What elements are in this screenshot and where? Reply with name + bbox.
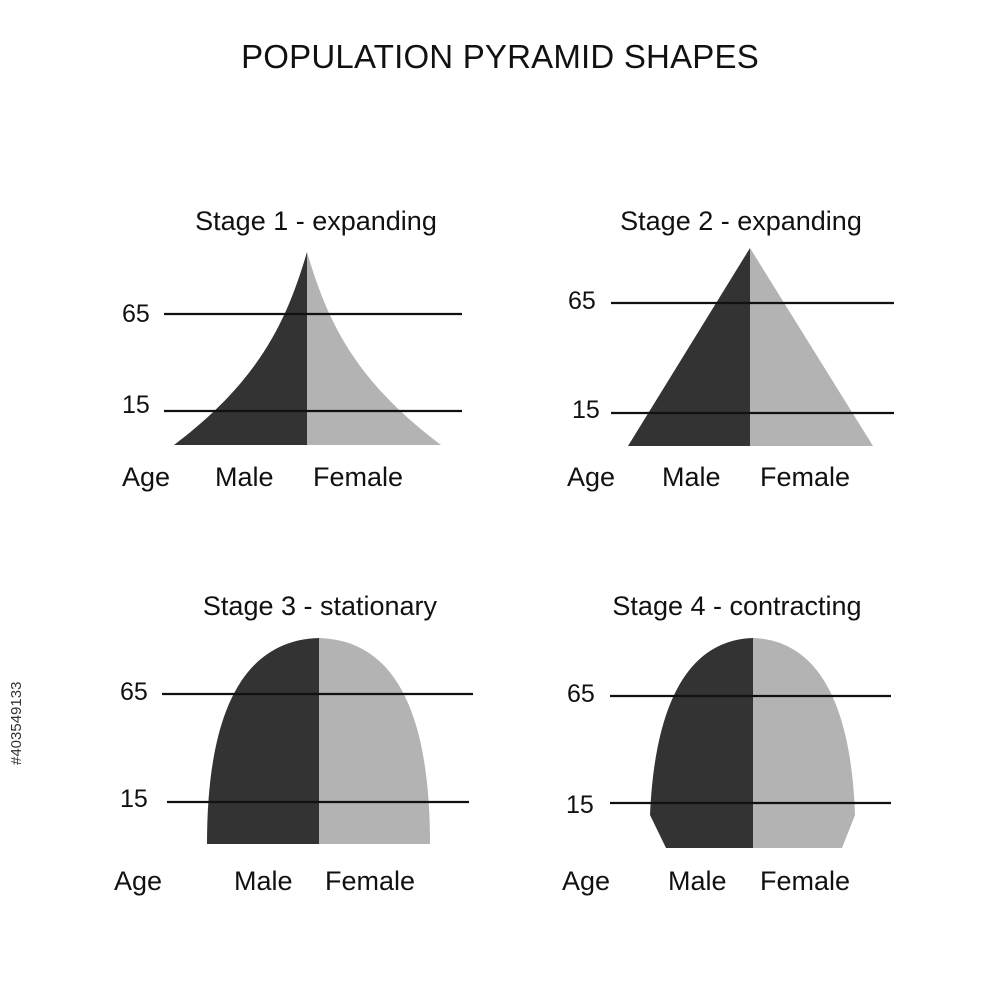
- stage-4-title: Stage 4 - contracting: [612, 591, 861, 621]
- stage-4-label-15: 15: [566, 791, 594, 819]
- stage-3-female-shape: [319, 638, 430, 844]
- stage-2-title: Stage 2 - expanding: [620, 206, 862, 236]
- stage-1-male-label: Male: [215, 462, 274, 492]
- stage-2-label-15: 15: [572, 396, 600, 424]
- stage-4-female-label: Female: [760, 866, 850, 896]
- stage-1-label-15: 15: [122, 391, 150, 419]
- stage-3-label-15: 15: [120, 785, 148, 813]
- page-title: POPULATION PYRAMID SHAPES: [241, 38, 759, 75]
- stage-1-label-65: 65: [122, 300, 150, 328]
- stage-4-male-label: Male: [668, 866, 727, 896]
- stage-3-male-label: Male: [234, 866, 293, 896]
- stage-2-label-65: 65: [568, 287, 596, 315]
- stage-4-label-65: 65: [567, 680, 595, 708]
- stage-3-female-label: Female: [325, 866, 415, 896]
- stage-2-male-label: Male: [662, 462, 721, 492]
- stage-1-female-shape: [307, 252, 441, 445]
- stage-1-panel: Stage 1 - expanding 65 15 Age Male Femal…: [122, 206, 462, 492]
- stage-1-title: Stage 1 - expanding: [195, 206, 437, 236]
- stage-2-female-shape: [750, 248, 873, 446]
- stage-4-male-shape: [650, 638, 753, 848]
- stage-4-female-shape: [753, 638, 855, 848]
- stage-3-label-65: 65: [120, 678, 148, 706]
- stock-id-text: #403549133: [8, 681, 25, 765]
- stage-4-panel: Stage 4 - contracting 65 15 Age Male Fem…: [562, 591, 891, 896]
- stage-2-age-label: Age: [567, 462, 615, 492]
- stage-1-male-shape: [174, 252, 307, 445]
- stage-2-male-shape: [628, 248, 750, 446]
- stage-4-age-label: Age: [562, 866, 610, 896]
- stage-1-age-label: Age: [122, 462, 170, 492]
- stage-3-male-shape: [207, 638, 319, 844]
- stage-3-title: Stage 3 - stationary: [203, 591, 438, 621]
- stage-2-female-label: Female: [760, 462, 850, 492]
- stage-1-female-label: Female: [313, 462, 403, 492]
- stage-3-panel: Stage 3 - stationary 65 15 Age Male Fema…: [114, 591, 473, 896]
- stage-3-age-label: Age: [114, 866, 162, 896]
- stage-2-panel: Stage 2 - expanding 65 15 Age Male Femal…: [567, 206, 894, 492]
